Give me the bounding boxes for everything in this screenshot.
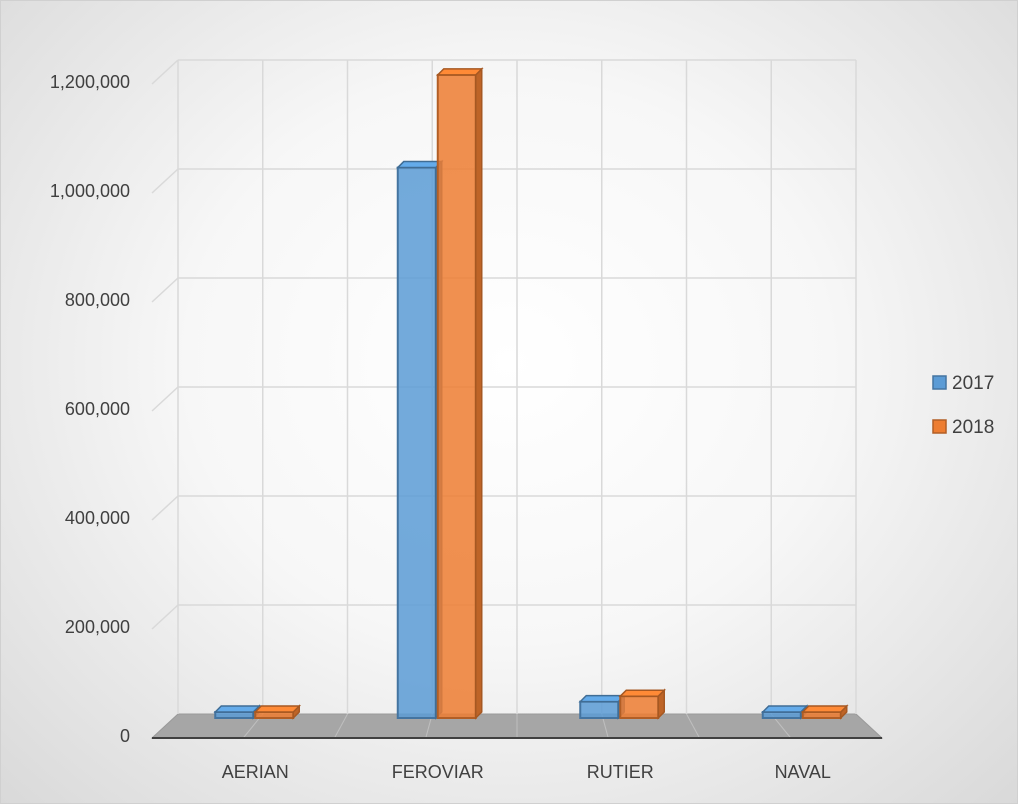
floor-divider <box>686 713 700 739</box>
bar-naval-2018 <box>800 704 849 720</box>
legend-swatch-2018 <box>932 419 947 434</box>
y-tick-label: 1,000,000 <box>50 181 130 201</box>
legend-label-2017: 2017 <box>952 373 994 394</box>
bar-naval-2017 <box>760 704 809 720</box>
gridline-side <box>151 604 179 630</box>
bar-feroviar-2017 <box>395 159 444 720</box>
gridline-side <box>151 277 179 303</box>
bar-rutier-2018 <box>618 688 667 720</box>
gridline-side <box>151 59 179 85</box>
bar-aerian-2017 <box>213 704 262 720</box>
x-tick-label-aerian: AERIAN <box>222 762 289 782</box>
floor-divider <box>334 713 348 739</box>
gridline-side <box>151 495 179 521</box>
y-tick-label: 1,200,000 <box>50 72 130 92</box>
x-tick-label-naval: NAVAL <box>775 762 831 782</box>
bar-rutier-2017 <box>578 693 627 720</box>
y-tick-label: 0 <box>120 726 130 746</box>
x-tick-label-feroviar: FEROVIAR <box>392 762 484 782</box>
y-tick-label: 200,000 <box>65 617 130 637</box>
bar-feroviar-2018 <box>435 67 484 720</box>
y-tick-label: 800,000 <box>65 290 130 310</box>
bar-aerian-2018 <box>253 704 302 720</box>
legend-swatch-2017 <box>932 375 947 390</box>
gridline-side <box>151 168 179 194</box>
gridline-side <box>151 386 179 412</box>
x-tick-label-rutier: RUTIER <box>587 762 654 782</box>
legend-label-2018: 2018 <box>952 417 994 438</box>
y-tick-label: 400,000 <box>65 508 130 528</box>
y-tick-label: 600,000 <box>65 399 130 419</box>
